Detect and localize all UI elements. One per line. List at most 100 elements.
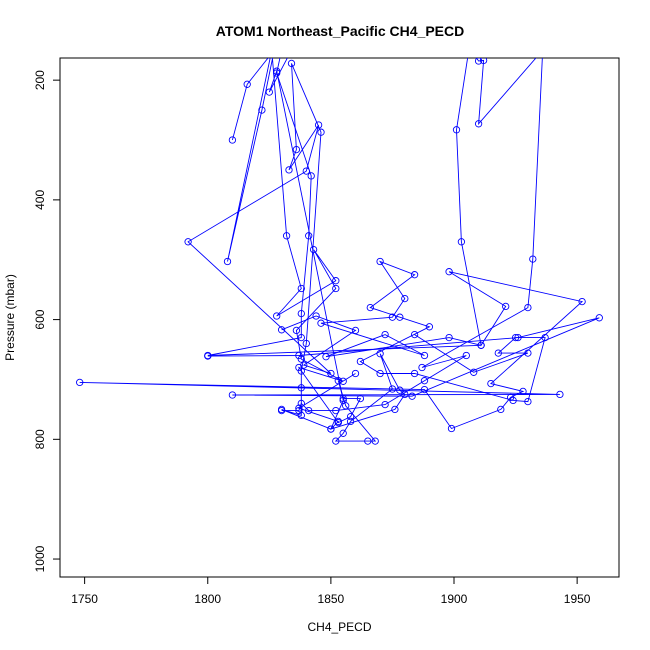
data-point bbox=[462, 351, 470, 360]
data-point bbox=[356, 394, 365, 403]
y-tick-label: 400 bbox=[33, 190, 47, 210]
data-point bbox=[334, 417, 342, 426]
data-point bbox=[184, 238, 192, 246]
data-point bbox=[317, 128, 325, 136]
data-point bbox=[502, 302, 510, 311]
series-line bbox=[281, 58, 543, 412]
data-point bbox=[418, 363, 426, 372]
data-point bbox=[223, 257, 232, 266]
data-point bbox=[339, 377, 347, 385]
data-point bbox=[529, 255, 537, 263]
x-tick-label: 1950 bbox=[564, 592, 591, 606]
data-point bbox=[364, 437, 372, 445]
data-point bbox=[514, 333, 522, 342]
series-1 bbox=[223, 47, 409, 445]
data-point bbox=[466, 47, 472, 53]
data-point bbox=[271, 47, 277, 53]
data-point bbox=[578, 297, 586, 306]
data-point bbox=[297, 399, 305, 408]
data-point bbox=[258, 106, 266, 114]
data-point bbox=[295, 406, 303, 415]
x-tick-label: 1900 bbox=[441, 592, 468, 606]
data-point bbox=[285, 166, 293, 174]
data-point bbox=[420, 377, 429, 385]
data-point bbox=[297, 411, 305, 420]
data-point bbox=[445, 333, 453, 342]
data-point bbox=[540, 47, 546, 53]
data-point bbox=[300, 361, 308, 369]
data-point bbox=[474, 120, 483, 128]
data-point bbox=[302, 339, 310, 348]
series-3 bbox=[204, 47, 549, 406]
series-layer bbox=[76, 47, 603, 445]
data-point bbox=[278, 47, 284, 53]
data-point bbox=[447, 424, 456, 433]
series-4 bbox=[76, 47, 603, 433]
data-point bbox=[346, 412, 355, 421]
data-point bbox=[295, 404, 303, 412]
data-point bbox=[314, 121, 323, 129]
data-point bbox=[468, 47, 474, 53]
plot-area bbox=[59, 47, 620, 578]
data-point bbox=[410, 330, 419, 339]
x-tick-label: 1800 bbox=[194, 592, 221, 606]
data-point bbox=[425, 323, 434, 331]
data-point bbox=[307, 172, 315, 180]
data-point bbox=[356, 357, 365, 366]
y-axis: 200 400 600 800 1000 bbox=[33, 70, 61, 572]
data-point bbox=[327, 425, 335, 433]
plot-frame bbox=[59, 57, 620, 578]
data-point bbox=[277, 406, 286, 415]
plot-viewport bbox=[76, 47, 603, 445]
data-point bbox=[297, 284, 305, 293]
data-point bbox=[327, 369, 335, 378]
data-point bbox=[273, 312, 281, 320]
data-point bbox=[297, 309, 305, 318]
data-point bbox=[228, 136, 237, 144]
data-point bbox=[269, 47, 275, 53]
x-tick-label: 1750 bbox=[71, 592, 98, 606]
data-point bbox=[477, 341, 485, 349]
data-point bbox=[366, 303, 374, 312]
data-point bbox=[556, 390, 564, 399]
data-point bbox=[277, 326, 286, 334]
data-point bbox=[371, 437, 379, 445]
data-point bbox=[445, 268, 453, 276]
data-point bbox=[479, 58, 488, 65]
x-tick-label: 1850 bbox=[318, 592, 345, 606]
data-point bbox=[391, 405, 399, 414]
series-line bbox=[227, 58, 406, 442]
data-point bbox=[243, 80, 251, 88]
data-point bbox=[297, 355, 305, 363]
data-point bbox=[228, 391, 237, 399]
y-tick-label: 800 bbox=[33, 429, 47, 449]
data-point bbox=[524, 303, 532, 312]
series-line bbox=[187, 58, 357, 430]
data-point bbox=[519, 387, 527, 396]
data-point bbox=[410, 369, 419, 378]
x-axis: 1750 1800 1850 1900 1950 bbox=[71, 576, 591, 606]
data-point bbox=[317, 319, 325, 327]
data-point bbox=[346, 417, 355, 426]
data-point bbox=[388, 313, 397, 321]
data-point bbox=[292, 326, 301, 335]
data-point bbox=[76, 378, 84, 387]
x-axis-label: CH4_PECD bbox=[307, 620, 371, 634]
data-point bbox=[376, 369, 384, 378]
data-point bbox=[408, 392, 416, 400]
data-point bbox=[351, 369, 360, 378]
data-point bbox=[297, 367, 305, 375]
data-point bbox=[332, 277, 340, 285]
series-5 bbox=[277, 47, 546, 415]
data-point bbox=[595, 314, 603, 322]
data-point bbox=[494, 349, 502, 357]
data-point bbox=[410, 271, 419, 279]
data-point bbox=[396, 313, 404, 321]
data-point bbox=[376, 257, 384, 266]
data-point bbox=[273, 69, 281, 77]
data-point bbox=[292, 145, 301, 154]
data-point bbox=[332, 284, 340, 293]
data-point bbox=[401, 294, 409, 303]
series-line bbox=[207, 58, 546, 403]
data-point bbox=[305, 232, 313, 240]
